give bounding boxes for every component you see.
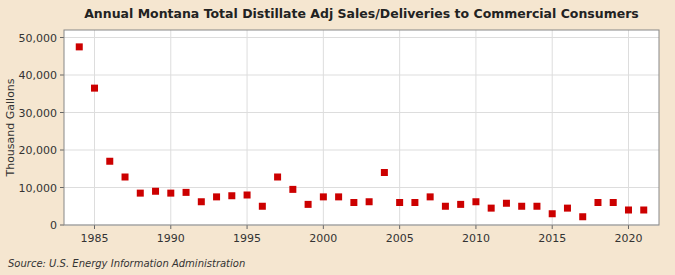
tick-mark: [323, 225, 324, 229]
tick-mark: [60, 37, 64, 38]
tick-label: 1990: [157, 232, 185, 245]
tick-label: 40,000: [19, 69, 58, 82]
point: [610, 199, 617, 206]
tick-mark: [60, 150, 64, 151]
point: [503, 200, 510, 207]
point: [320, 193, 327, 200]
point: [122, 174, 129, 181]
title: Annual Montana Total Distillate Adj Sale…: [84, 6, 639, 21]
point: [183, 189, 190, 196]
point: [289, 186, 296, 193]
tick-mark: [60, 112, 64, 113]
tick-mark: [60, 187, 64, 188]
tick-mark: [247, 225, 248, 229]
point: [533, 203, 540, 210]
grid-line: [628, 30, 629, 225]
plot-frame: [64, 30, 659, 225]
background: [0, 0, 675, 275]
point: [518, 203, 525, 210]
point: [91, 85, 98, 92]
point: [259, 203, 266, 210]
tick-label: 2015: [538, 232, 566, 245]
point: [472, 198, 479, 205]
tick-mark: [60, 225, 64, 226]
point: [106, 158, 113, 165]
tick-label: 1995: [233, 232, 261, 245]
y-axis-label: Thousand Gallons: [4, 78, 17, 177]
grid-line: [94, 30, 95, 225]
point: [335, 193, 342, 200]
tick-label: 2005: [386, 232, 414, 245]
point: [366, 198, 373, 205]
point: [381, 169, 388, 176]
point: [427, 193, 434, 200]
points: [76, 43, 647, 220]
point: [396, 199, 403, 206]
point: [305, 201, 312, 208]
tick-mark: [628, 225, 629, 229]
chart: 0 10,000 20,000 30,000 40,000 50,000 1985 1990 1…: [0, 0, 675, 275]
tick-label: 50,000: [19, 32, 58, 45]
plot-background: [64, 30, 659, 225]
source-note: Source: U.S. Energy Information Administ…: [8, 258, 245, 269]
grid-line: [64, 112, 659, 113]
point: [488, 205, 495, 212]
tick-label: 20,000: [19, 144, 58, 157]
tick-label: 2010: [462, 232, 490, 245]
tick-mark: [552, 225, 553, 229]
point: [167, 190, 174, 197]
grid-line: [64, 37, 659, 38]
grid-line: [399, 30, 400, 225]
point: [594, 199, 601, 206]
tick-mark: [475, 225, 476, 229]
point: [549, 210, 556, 217]
grid-line: [552, 30, 553, 225]
tick-label: 10,000: [19, 182, 58, 195]
tick-label: 0: [50, 219, 57, 232]
point: [411, 199, 418, 206]
point: [579, 213, 586, 220]
tick-label: 1985: [81, 232, 109, 245]
point: [152, 188, 159, 195]
point: [198, 198, 205, 205]
point: [640, 207, 647, 214]
point: [350, 199, 357, 206]
point: [274, 174, 281, 181]
tick-mark: [94, 225, 95, 229]
tick-label: 30,000: [19, 107, 58, 120]
tick-label: 2000: [309, 232, 337, 245]
tick-mark: [60, 75, 64, 76]
point: [228, 192, 235, 199]
grid-line: [64, 75, 659, 76]
axes: 0 10,000 20,000 30,000 40,000 50,000 1985 1990 1…: [19, 32, 643, 246]
tick-label: 2020: [614, 232, 642, 245]
point: [213, 193, 220, 200]
tick-mark: [170, 225, 171, 229]
tick-mark: [399, 225, 400, 229]
point: [564, 205, 571, 212]
point: [625, 207, 632, 214]
grid: [64, 30, 659, 225]
point: [457, 201, 464, 208]
grid-line: [475, 30, 476, 225]
point: [137, 190, 144, 197]
grid-line: [64, 150, 659, 151]
point: [442, 203, 449, 210]
point: [244, 192, 251, 199]
point: [76, 43, 83, 50]
